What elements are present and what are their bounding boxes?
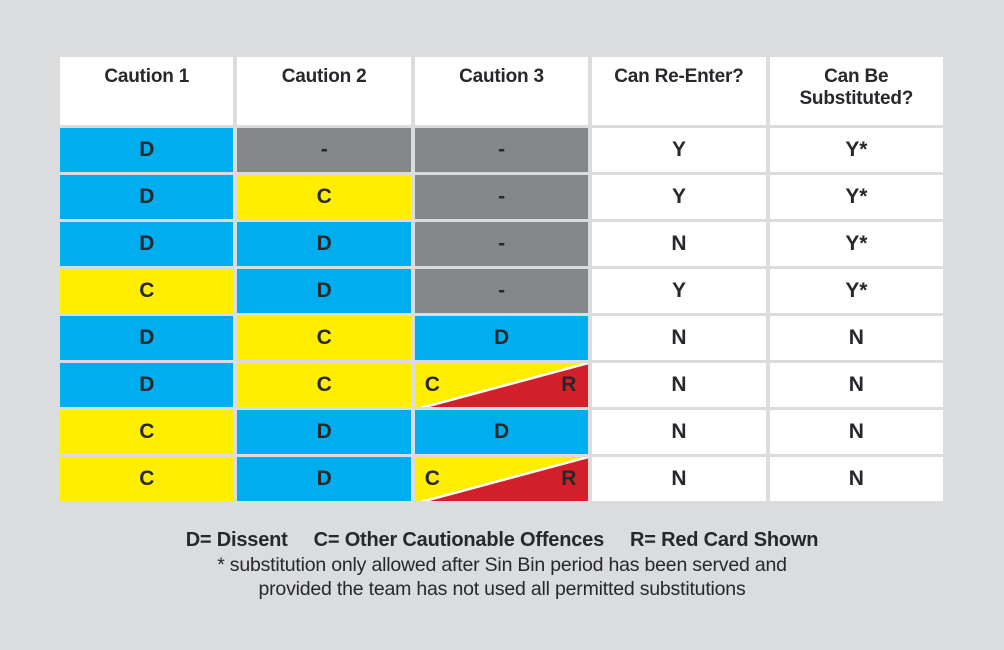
table-cell: - (414, 175, 589, 219)
cell-letter: D (139, 326, 155, 349)
cell-letter: N (848, 326, 864, 349)
column-header: Can Be Substituted? (769, 57, 943, 125)
cell-letter: N (848, 373, 864, 396)
cell-letter: D (139, 185, 155, 208)
cell-letter: D (494, 420, 509, 443)
cell-letter: D (316, 467, 332, 490)
cell-letter: N (671, 467, 687, 490)
table-cell: D (60, 316, 234, 360)
table-cell: N (592, 222, 766, 266)
cell-letter: Y (671, 279, 686, 302)
cell-letter: N (671, 326, 687, 349)
table-cell: - (414, 222, 589, 266)
legend-red-card: R= Red Card Shown (630, 529, 819, 551)
table-cell: D (414, 316, 589, 360)
table-cell: - (414, 128, 589, 172)
cell-letter: Y* (845, 232, 868, 255)
cell-letter: Y* (845, 138, 868, 161)
table-cell: C (60, 410, 234, 454)
table-cell: Y* (769, 175, 943, 219)
table-cell: N (592, 410, 766, 454)
cell-letter: D (316, 279, 332, 302)
cell-letter: - (498, 138, 505, 161)
table-cell: D (414, 410, 589, 454)
cell-letter: C (139, 279, 155, 302)
cell-letter: N (671, 420, 687, 443)
red-card-triangle (420, 363, 589, 407)
cell-letter: - (498, 185, 505, 208)
cell-letter: C (139, 420, 155, 443)
footnote-line-2: provided the team has not used all permi… (258, 578, 746, 600)
cell-letter: Y (671, 138, 686, 161)
cell-letter: D (494, 326, 509, 349)
table-cell: C (60, 457, 234, 501)
table-cell: Y (592, 128, 766, 172)
table-cell: D (60, 128, 234, 172)
red-card-triangle (420, 457, 589, 501)
cell-letter: C (316, 185, 332, 208)
cell-letter: C (139, 467, 155, 490)
table-cell: - (237, 128, 411, 172)
footnote-line-1: * substitution only allowed after Sin Bi… (217, 554, 787, 576)
table-cell: C (237, 316, 411, 360)
legend-cautionable: C= Other Cautionable Offences (313, 529, 605, 551)
sin-bin-rules-table: Caution 1 Caution 2 Caution 3 Can Re-Enter?… (60, 57, 943, 501)
cell-letter: - (498, 232, 505, 255)
table-cell: D (60, 222, 234, 266)
table-cell: D (237, 269, 411, 313)
column-header: Caution 1 (60, 57, 234, 125)
table-cell: D (60, 363, 234, 407)
table-cell: N (592, 363, 766, 407)
cell-letter: C (424, 467, 440, 490)
column-header: Caution 2 (237, 57, 411, 125)
cell-letter: C (424, 373, 440, 396)
table-cell: D (237, 222, 411, 266)
table-cell: N (769, 363, 943, 407)
table-cell: N (592, 316, 766, 360)
cell-letter: D (139, 232, 155, 255)
table-cell: D (60, 175, 234, 219)
cell-letter: N (671, 232, 687, 255)
cell-letter: N (848, 420, 864, 443)
legend-line: D= Dissent C= Other Cautionable Offences… (0, 528, 1004, 553)
cell-letter: Y (671, 185, 686, 208)
cell-letter: C (316, 326, 332, 349)
table-cell: D (237, 410, 411, 454)
table-cell: Y (592, 269, 766, 313)
table-cell: Y* (769, 128, 943, 172)
cell-letter: R (561, 373, 577, 396)
cell-letter: Y* (845, 279, 868, 302)
cell-letter: - (320, 138, 328, 161)
legend-dissent: D= Dissent (185, 529, 288, 551)
cell-letter: D (139, 373, 155, 396)
table-cell: - (414, 269, 589, 313)
cell-letter: D (316, 232, 332, 255)
table-cell: C (237, 175, 411, 219)
table-cell: N (769, 457, 943, 501)
table-cell: Y (592, 175, 766, 219)
table-cell: C (60, 269, 234, 313)
cell-letter: Y* (845, 185, 868, 208)
cell-letter: N (848, 467, 864, 490)
table-cell: N (769, 316, 943, 360)
cell-letter: D (316, 420, 332, 443)
cell-letter: D (139, 138, 155, 161)
table-cell: C (237, 363, 411, 407)
cell-letter: R (561, 467, 577, 490)
table-cell: N (592, 457, 766, 501)
table-cell: D (237, 457, 411, 501)
cell-letter: - (498, 279, 505, 302)
column-header: Caution 3 (414, 57, 589, 125)
column-header: Can Re-Enter? (592, 57, 766, 125)
cell-letter: C (316, 373, 332, 396)
table-cell: Y* (769, 222, 943, 266)
table-cell: Y* (769, 269, 943, 313)
legend-footer: D= Dissent C= Other Cautionable Offences… (0, 528, 1004, 601)
cell-letter: N (671, 373, 687, 396)
table-cell: N (769, 410, 943, 454)
